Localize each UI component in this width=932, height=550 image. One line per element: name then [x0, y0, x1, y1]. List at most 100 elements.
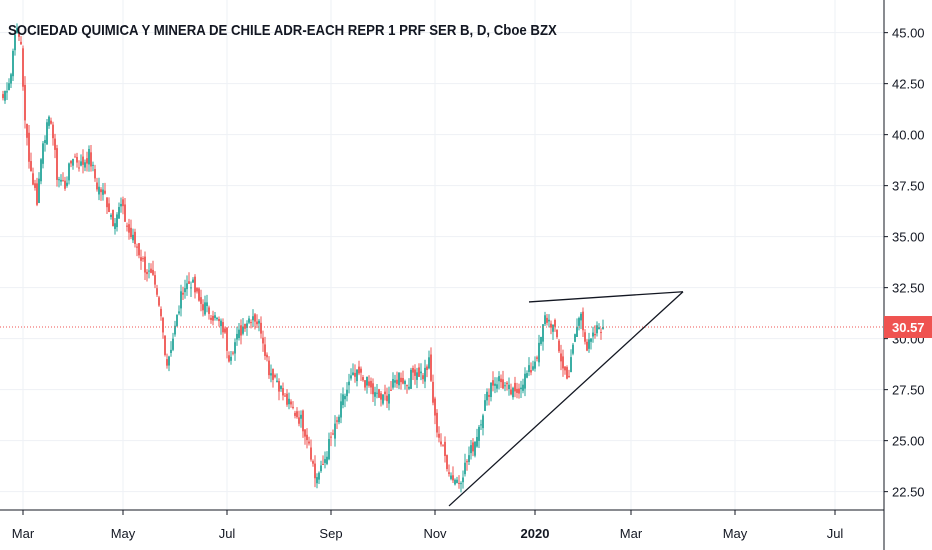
candle-body	[292, 406, 294, 409]
last-price-label: 30.57	[892, 320, 925, 335]
candle-body	[254, 314, 256, 322]
x-tick-label: Sep	[319, 526, 342, 541]
candle-body	[362, 377, 364, 381]
candle-body	[300, 414, 302, 419]
candle-body	[130, 227, 132, 238]
candle-body	[366, 376, 368, 386]
candle-body	[212, 315, 214, 321]
candle-body	[96, 182, 98, 190]
candle-body	[542, 324, 544, 342]
candle-body	[602, 327, 604, 329]
y-tick-label: 32.50	[892, 281, 925, 296]
candle-body	[190, 287, 192, 289]
candle-body	[554, 319, 556, 327]
candle-body	[368, 381, 370, 386]
candle-body	[520, 387, 522, 390]
candle-body	[538, 342, 540, 363]
candle-body	[92, 164, 94, 166]
x-tick-label: Jul	[219, 526, 236, 541]
candle-body	[452, 475, 454, 481]
candle-body	[256, 321, 258, 325]
candle-body	[26, 123, 28, 138]
candle-body	[282, 388, 284, 396]
candle-body	[488, 394, 490, 397]
candle-body	[34, 183, 36, 188]
candle-body	[154, 275, 156, 285]
candle-body	[102, 189, 104, 195]
y-tick-label: 37.50	[892, 179, 925, 194]
candle-body	[198, 288, 200, 301]
candle-body	[504, 385, 506, 387]
candle-body	[124, 204, 126, 222]
candle-body	[418, 367, 420, 377]
candle-body	[442, 444, 444, 446]
trendlines[interactable]	[448, 291, 684, 507]
candle-body	[232, 352, 234, 354]
candle-body	[64, 180, 66, 189]
candle-body	[376, 392, 378, 394]
candle-body	[312, 461, 314, 464]
candle-body	[70, 160, 72, 164]
candle-body	[208, 307, 210, 314]
candle-body	[110, 214, 112, 217]
candle-body	[510, 389, 512, 395]
y-tick-label: 40.00	[892, 128, 925, 143]
x-tick-label: May	[723, 526, 748, 541]
candle-body	[226, 327, 228, 351]
candle-body	[396, 379, 398, 384]
candle-body	[112, 209, 114, 227]
candle-body	[508, 384, 510, 390]
trendline-lower-support[interactable]	[448, 291, 684, 507]
candle-body	[122, 199, 124, 207]
candle-body	[364, 380, 366, 388]
candle-body	[126, 225, 128, 227]
candle-body	[82, 156, 84, 165]
grid-lines	[0, 0, 884, 510]
candle-body	[448, 472, 450, 475]
candle-body	[258, 320, 260, 324]
candle-body	[522, 384, 524, 391]
candle-body	[400, 377, 402, 383]
candle-body	[170, 349, 172, 354]
trendline-upper-resistance[interactable]	[528, 291, 684, 303]
candle-body	[430, 354, 432, 381]
candle-body	[146, 271, 148, 275]
candle-body	[204, 302, 206, 315]
candle-body	[214, 315, 216, 318]
candle-body	[344, 395, 346, 400]
candle-body	[160, 308, 162, 317]
candle-body	[206, 302, 208, 307]
candle-body	[584, 332, 586, 342]
candle-body	[316, 477, 318, 484]
candle-body	[564, 366, 566, 371]
candle-body	[386, 395, 388, 402]
candle-body	[242, 326, 244, 334]
candle-body	[600, 332, 602, 334]
candle-body	[560, 353, 562, 362]
candle-body	[566, 367, 568, 379]
candle-body	[196, 288, 198, 292]
candle-body	[168, 356, 170, 366]
candle-body	[532, 366, 534, 370]
candle-body	[582, 311, 584, 331]
candle-body	[266, 354, 268, 358]
candle-body	[524, 373, 526, 389]
candle-body	[318, 472, 320, 480]
candle-body	[218, 319, 220, 322]
candle-body	[550, 323, 552, 328]
candle-body	[556, 329, 558, 338]
candle-body	[322, 463, 324, 465]
candle-body	[284, 395, 286, 397]
candle-body	[80, 161, 82, 166]
candle-body	[276, 380, 278, 383]
candle-body	[296, 411, 298, 418]
candle-body	[546, 317, 548, 323]
candle-body	[548, 319, 550, 322]
candle-body	[428, 357, 430, 369]
candle-body	[514, 382, 516, 392]
candle-body	[52, 124, 54, 139]
candle-body	[46, 122, 48, 145]
candle-body	[40, 159, 42, 182]
y-tick-label: 27.50	[892, 383, 925, 398]
